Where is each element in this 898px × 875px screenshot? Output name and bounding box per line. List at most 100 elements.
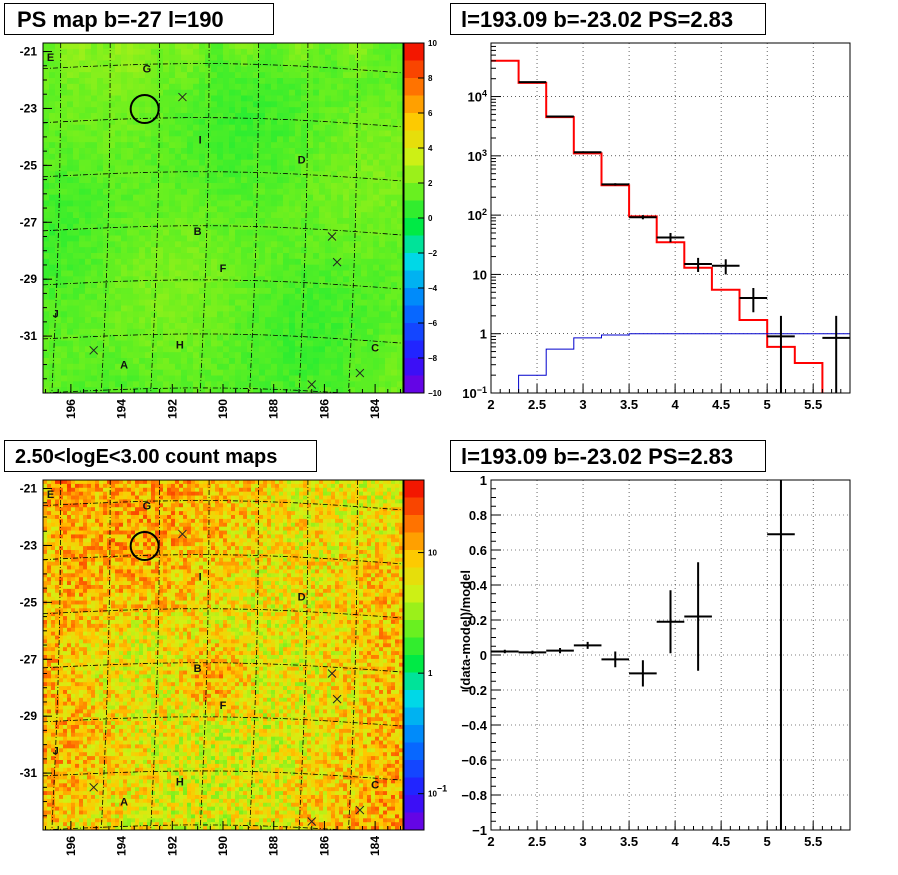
colorbar-cell bbox=[404, 690, 424, 708]
cross-marker bbox=[307, 380, 317, 389]
x-tick-label: 4.5 bbox=[712, 834, 730, 849]
plot-background bbox=[491, 480, 850, 830]
source-label-G: G bbox=[143, 501, 152, 513]
colorbar-cell bbox=[404, 323, 424, 341]
y-tick-label: -23 bbox=[20, 538, 38, 552]
colorbar-cell bbox=[404, 78, 424, 96]
y-tick-label: 0.4 bbox=[469, 578, 488, 593]
x-tick-label: 2 bbox=[487, 834, 494, 849]
y-tick-label: 0 bbox=[480, 648, 487, 663]
source-label-B: B bbox=[194, 663, 202, 675]
x-tick-label: 188 bbox=[267, 836, 281, 856]
colorbar-cell bbox=[404, 497, 424, 516]
y-axis-label: (data-model)/model bbox=[458, 570, 473, 690]
colorbar-cell bbox=[404, 480, 424, 498]
colorbar-cell bbox=[404, 235, 424, 254]
flux-step-line bbox=[518, 333, 850, 393]
y-tick-label: -21 bbox=[20, 482, 38, 496]
colorbar-cell bbox=[404, 707, 424, 726]
x-tick-label: 194 bbox=[115, 836, 129, 856]
colorbar-cell bbox=[404, 113, 424, 131]
cross-marker bbox=[89, 782, 99, 792]
source-label-C: C bbox=[371, 342, 379, 354]
crosses bbox=[89, 92, 365, 389]
plot-background bbox=[491, 43, 850, 393]
y-tick-label: 0.6 bbox=[469, 543, 487, 558]
ps-map-title: PS map b=-27 l=190 bbox=[4, 3, 274, 35]
x-tick-label: 190 bbox=[216, 399, 230, 419]
colorbar-tick-label: 1 bbox=[428, 669, 433, 678]
cross-marker bbox=[178, 92, 187, 102]
source-labels: E G I D B F J H A C bbox=[47, 52, 379, 371]
colorbar-cell bbox=[404, 270, 424, 289]
y-tick-label: −1 bbox=[472, 823, 487, 838]
y-tick-label: -23 bbox=[20, 101, 38, 115]
x-tick-label: 5.5 bbox=[804, 397, 822, 412]
colorbar-cell bbox=[404, 288, 424, 306]
colorbar-cell bbox=[404, 60, 424, 79]
source-label-I: I bbox=[199, 135, 202, 147]
crosses bbox=[89, 529, 365, 826]
colorbar-tick-label: −10 bbox=[428, 389, 442, 398]
colorbar-cell bbox=[404, 358, 424, 376]
source-label-C: C bbox=[371, 779, 379, 791]
cross-marker bbox=[355, 368, 365, 378]
colorbar-cell bbox=[404, 218, 424, 236]
x-tick-label: 2 bbox=[487, 397, 494, 412]
colorbar-cell bbox=[404, 725, 424, 743]
colorbar-cell bbox=[404, 148, 424, 166]
x-tick-label: 186 bbox=[317, 399, 331, 419]
y-tick-label: -29 bbox=[20, 709, 38, 723]
colorbar-tick-label: 6 bbox=[428, 109, 433, 118]
colorbar-cell bbox=[404, 585, 424, 603]
y-tick-label: -25 bbox=[20, 595, 38, 609]
spectrum-panel: 2 2.5 3 3.5 4 4.5 5 5.5 10−1 1 10 102 103 104 bbox=[462, 42, 851, 412]
colorbar-cell bbox=[404, 672, 424, 691]
x-tick-label: 3.5 bbox=[620, 397, 638, 412]
x-tick-label: 3 bbox=[579, 397, 586, 412]
map-x-axis: 196 194 192 190 188 186 184 bbox=[45, 384, 401, 419]
x-tick-label: 196 bbox=[64, 399, 78, 419]
map-y-axis: -21 -23 -25 -27 -29 -31 bbox=[20, 482, 52, 831]
x-tick-label: 5 bbox=[764, 834, 771, 849]
source-labels: E G I D B F J H A C bbox=[47, 489, 379, 808]
colorbar-tick-label: 4 bbox=[428, 144, 433, 153]
y-tick-label: 0.8 bbox=[469, 508, 487, 523]
source-label-E: E bbox=[47, 489, 54, 501]
colorbar-tick-label: −6 bbox=[428, 319, 438, 328]
source-label-H: H bbox=[176, 777, 184, 789]
y-tick-label: 10 bbox=[473, 267, 487, 282]
source-label-F: F bbox=[220, 700, 227, 712]
x-tick-label: 3 bbox=[579, 834, 586, 849]
y-tick-label: 103 bbox=[468, 148, 487, 164]
map-x-axis: 196 194 192 190 188 186 184 bbox=[45, 821, 401, 856]
colorbar-tick-label: 10 bbox=[428, 549, 437, 558]
x-tick-label: 184 bbox=[368, 399, 382, 419]
source-label-H: H bbox=[176, 340, 184, 352]
source-label-I: I bbox=[199, 572, 202, 584]
source-label-A: A bbox=[120, 360, 128, 372]
x-tick-label: 188 bbox=[267, 399, 281, 419]
source-label-D: D bbox=[298, 592, 306, 604]
y-tick-label: −0.2 bbox=[461, 683, 487, 698]
y-tick-label: -25 bbox=[20, 158, 38, 172]
colorbar-tick-label: −4 bbox=[428, 284, 438, 293]
x-tick-label: 2.5 bbox=[528, 397, 546, 412]
x-tick-label: 5 bbox=[764, 397, 771, 412]
x-tick-label: 192 bbox=[165, 399, 179, 419]
y-tick-label: -31 bbox=[20, 329, 38, 343]
x-tick-label: 4 bbox=[671, 397, 679, 412]
residual-points bbox=[491, 480, 795, 830]
colorbar-cell bbox=[404, 253, 424, 271]
colorbar-cell bbox=[404, 515, 424, 533]
y-tick-label: −0.8 bbox=[461, 788, 487, 803]
y-tick-label: -27 bbox=[20, 215, 38, 229]
map-y-axis: -21 -23 -25 -27 -29 -31 bbox=[20, 45, 52, 394]
data-points bbox=[518, 81, 850, 393]
source-label-D: D bbox=[298, 155, 306, 167]
count-map-title: 2.50<logE<3.00 count maps bbox=[4, 440, 317, 472]
colorbar: 10 8 6 4 2 0 −2 −4 −6 −8 −10 bbox=[403, 39, 442, 398]
x-tick-label: 5.5 bbox=[804, 834, 822, 849]
y-tick-label: 104 bbox=[468, 89, 487, 105]
